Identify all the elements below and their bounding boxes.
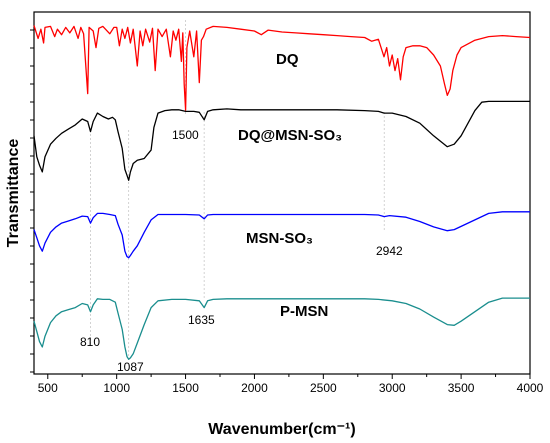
- peak-guide-lines: [90, 20, 385, 360]
- x-axis: 500 1000 1500 2000 2500 3000 3500 4000: [38, 374, 544, 395]
- x-tick-label: 3500: [448, 381, 475, 395]
- x-tick-label: 2500: [310, 381, 337, 395]
- series-line-1: [33, 100, 530, 181]
- series-line-0: [33, 25, 531, 111]
- x-tick-label: 3000: [379, 381, 406, 395]
- x-tick-label: 1500: [172, 381, 199, 395]
- series-group: [33, 25, 531, 360]
- y-axis-title: Transmittance: [5, 139, 22, 248]
- series-label-dq: DQ: [276, 51, 299, 68]
- x-tick-label: 500: [38, 381, 58, 395]
- series-label-dq-msn-so3: DQ@MSN-SO₃: [238, 127, 342, 144]
- x-tick-label: 1000: [103, 381, 130, 395]
- peak-label-810: 810: [80, 335, 100, 349]
- series-line-3: [33, 297, 530, 360]
- series-label-p-msn: P-MSN: [280, 303, 328, 320]
- series-label-msn-so3: MSN-SO₃: [246, 230, 313, 247]
- y-axis: [30, 29, 34, 373]
- x-tick-label: 2000: [241, 381, 268, 395]
- peak-label-1500: 1500: [172, 128, 199, 142]
- peak-label-1635: 1635: [188, 313, 215, 327]
- x-tick-label: 4000: [517, 381, 544, 395]
- plot-frame: [33, 11, 531, 375]
- x-axis-title: Wavenumber(cm⁻¹): [208, 421, 355, 438]
- peak-label-2942: 2942: [376, 244, 403, 258]
- peak-label-1087: 1087: [117, 360, 144, 374]
- series-line-2: [33, 211, 530, 259]
